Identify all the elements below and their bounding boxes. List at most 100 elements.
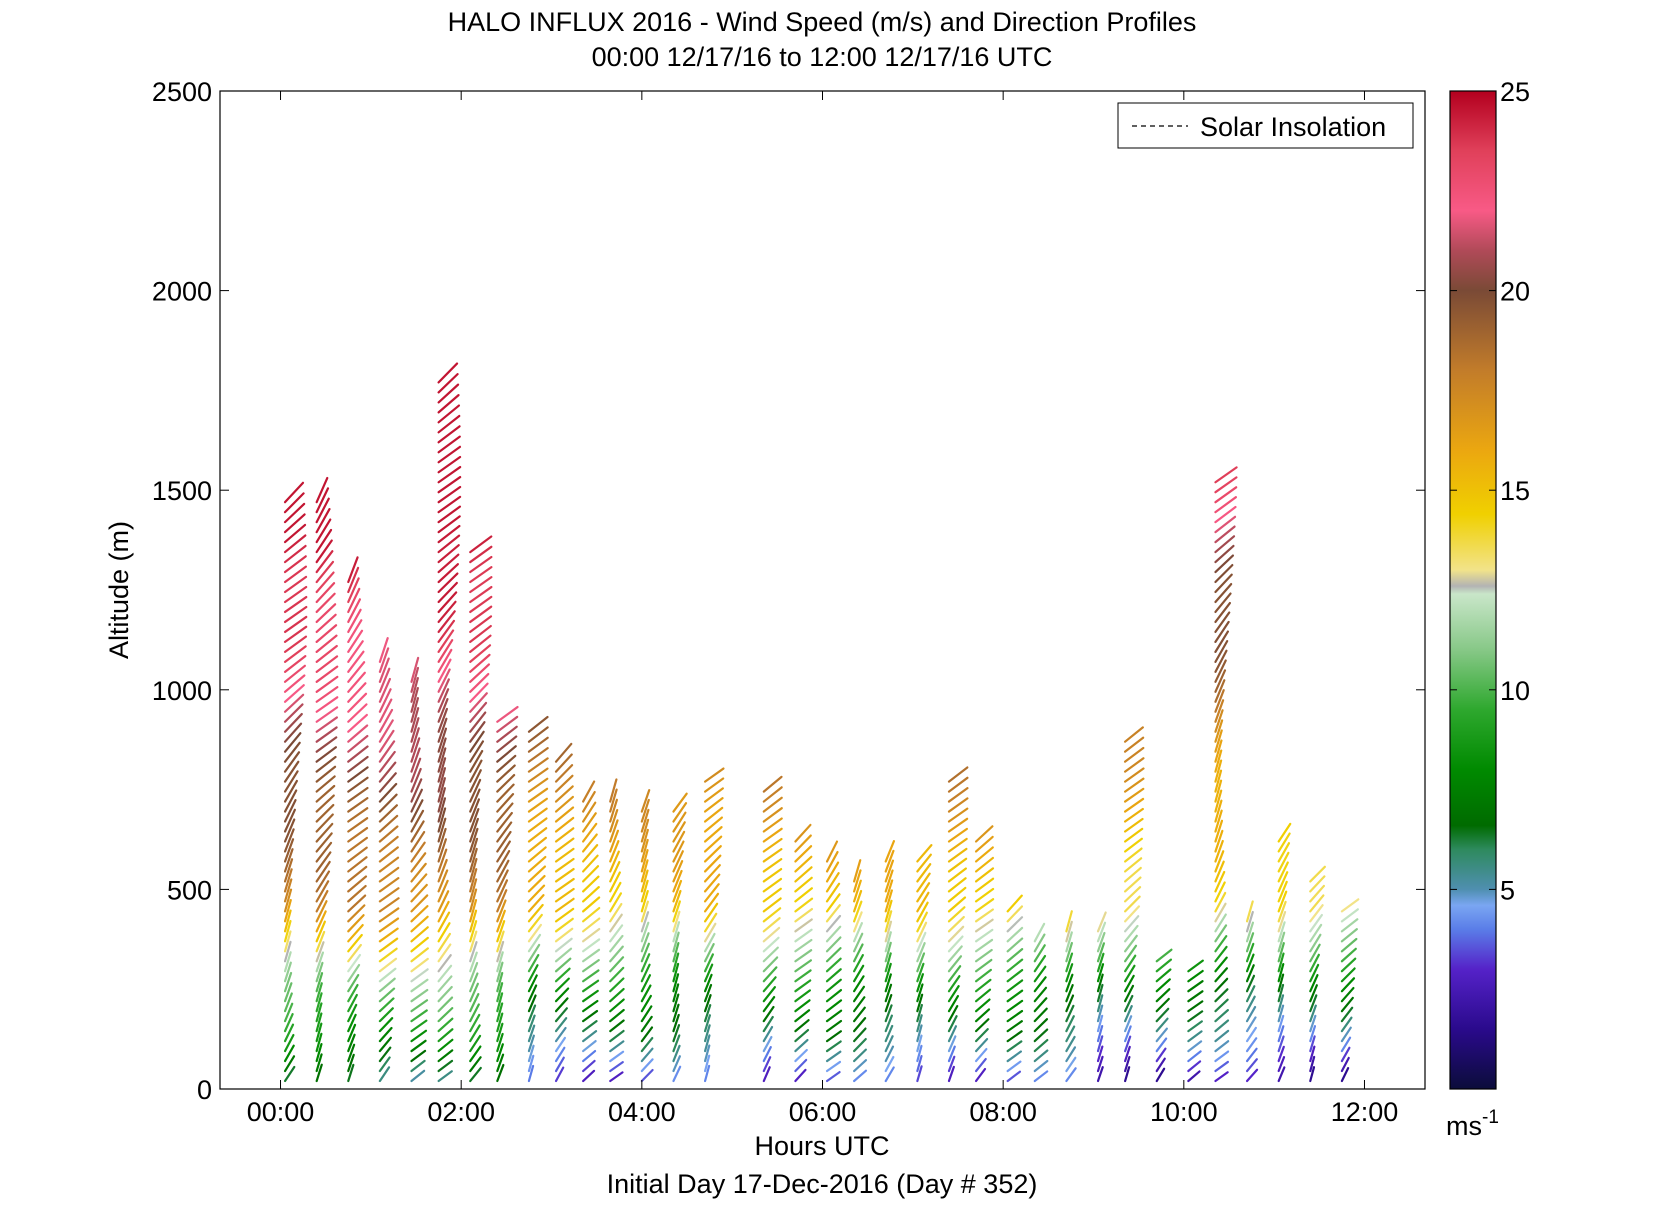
wind-vector <box>762 1015 774 1033</box>
wind-vector <box>469 817 479 843</box>
wind-vector <box>527 846 547 863</box>
wind-vector <box>378 677 391 703</box>
wind-vector <box>1187 1040 1203 1053</box>
wind-vector <box>347 983 359 1003</box>
wind-vector <box>347 650 365 673</box>
wind-vector <box>640 1068 654 1083</box>
wind-vector <box>283 1002 294 1023</box>
wind-vector <box>347 904 366 923</box>
wind-vector <box>762 796 783 813</box>
wind-vector <box>582 927 601 943</box>
wind-vector <box>410 1039 427 1053</box>
wind-vector <box>916 1014 923 1033</box>
wind-vector <box>410 999 429 1013</box>
wind-vector <box>853 1027 867 1043</box>
wind-vector <box>582 938 601 953</box>
wind-vector <box>825 1050 842 1063</box>
wind-vector <box>410 1049 427 1063</box>
wind-vector <box>1065 1015 1075 1033</box>
wind-vector <box>582 865 600 883</box>
wind-vector <box>1214 620 1230 643</box>
wind-vector <box>437 975 453 993</box>
wind-vector <box>1214 1071 1229 1083</box>
wind-vector <box>496 1012 504 1033</box>
wind-vector <box>640 911 650 933</box>
wind-vector <box>1214 505 1237 524</box>
wind-vector <box>853 943 864 963</box>
wind-vector <box>283 878 293 903</box>
wind-vector <box>347 953 362 973</box>
wind-vector <box>1214 544 1235 564</box>
wind-vector <box>703 873 721 893</box>
wind-vector <box>437 394 460 414</box>
wind-vector <box>672 1065 682 1083</box>
wind-vector <box>1277 1056 1286 1073</box>
wind-vector <box>315 860 331 883</box>
wind-vector <box>410 1029 428 1043</box>
wind-vector <box>315 1022 323 1043</box>
wind-vector <box>1214 630 1229 653</box>
wind-vector <box>1214 739 1223 763</box>
wind-vector <box>469 595 493 614</box>
wind-vector <box>762 807 783 823</box>
wind-vector <box>703 845 722 863</box>
wind-vector <box>825 1019 843 1033</box>
wind-vector <box>1065 1056 1077 1073</box>
wind-vector <box>609 860 621 883</box>
wind-vector <box>437 445 462 464</box>
wind-vector <box>283 722 303 743</box>
wind-vector <box>1065 910 1073 933</box>
wind-vector <box>437 707 449 733</box>
wind-vector <box>1124 787 1145 803</box>
wind-vector <box>640 889 649 913</box>
wind-vector <box>672 952 680 973</box>
wind-vector <box>853 1059 868 1073</box>
wind-vector <box>762 867 783 883</box>
wind-vector <box>283 684 305 703</box>
wind-vector <box>527 865 547 883</box>
wind-vector <box>1033 944 1046 963</box>
wind-vector <box>825 988 843 1003</box>
wind-vector <box>853 911 863 933</box>
wind-vector <box>527 777 549 793</box>
wind-vector <box>347 914 365 933</box>
x-tick-label: 12:00 <box>1331 1097 1399 1127</box>
wind-vector <box>315 794 335 813</box>
wind-vector <box>884 973 892 993</box>
wind-vector <box>554 987 570 1003</box>
wind-vector <box>1340 967 1356 983</box>
wind-vector <box>554 837 575 853</box>
wind-vector <box>1309 984 1318 1003</box>
wind-vector <box>437 767 447 793</box>
wind-vector <box>1245 985 1256 1003</box>
wind-vector <box>437 1038 454 1053</box>
wind-vector <box>1340 1006 1354 1023</box>
chart-subtitle: 00:00 12/17/16 to 12:00 12/17/16 UTC <box>592 42 1053 72</box>
colorbar-tick-label: 20 <box>1500 277 1530 307</box>
wind-vector <box>1033 976 1047 993</box>
wind-vector <box>378 1066 391 1083</box>
wind-vector <box>1124 866 1142 883</box>
wind-vector <box>554 764 574 783</box>
wind-vector <box>469 1056 482 1073</box>
wind-vector <box>1214 881 1226 903</box>
wind-vector <box>283 770 299 793</box>
wind-vector <box>1187 1000 1204 1013</box>
wind-vector <box>1033 1038 1049 1053</box>
colorbar-tick-label: 15 <box>1500 476 1530 506</box>
wind-vector <box>703 767 725 783</box>
wind-vector <box>437 777 446 803</box>
y-tick-label: 0 <box>197 1075 212 1105</box>
wind-vector <box>1309 884 1325 903</box>
wind-vector <box>315 910 327 933</box>
wind-vector <box>410 656 420 683</box>
wind-vector <box>347 1003 358 1023</box>
wind-vector <box>469 663 491 683</box>
wind-vector <box>1124 876 1142 893</box>
wind-vector <box>1096 1014 1104 1033</box>
wind-vector <box>283 703 304 723</box>
wind-vector <box>315 941 325 963</box>
wind-vector <box>609 850 620 873</box>
wind-vector <box>378 729 395 753</box>
wind-vector <box>640 953 651 973</box>
